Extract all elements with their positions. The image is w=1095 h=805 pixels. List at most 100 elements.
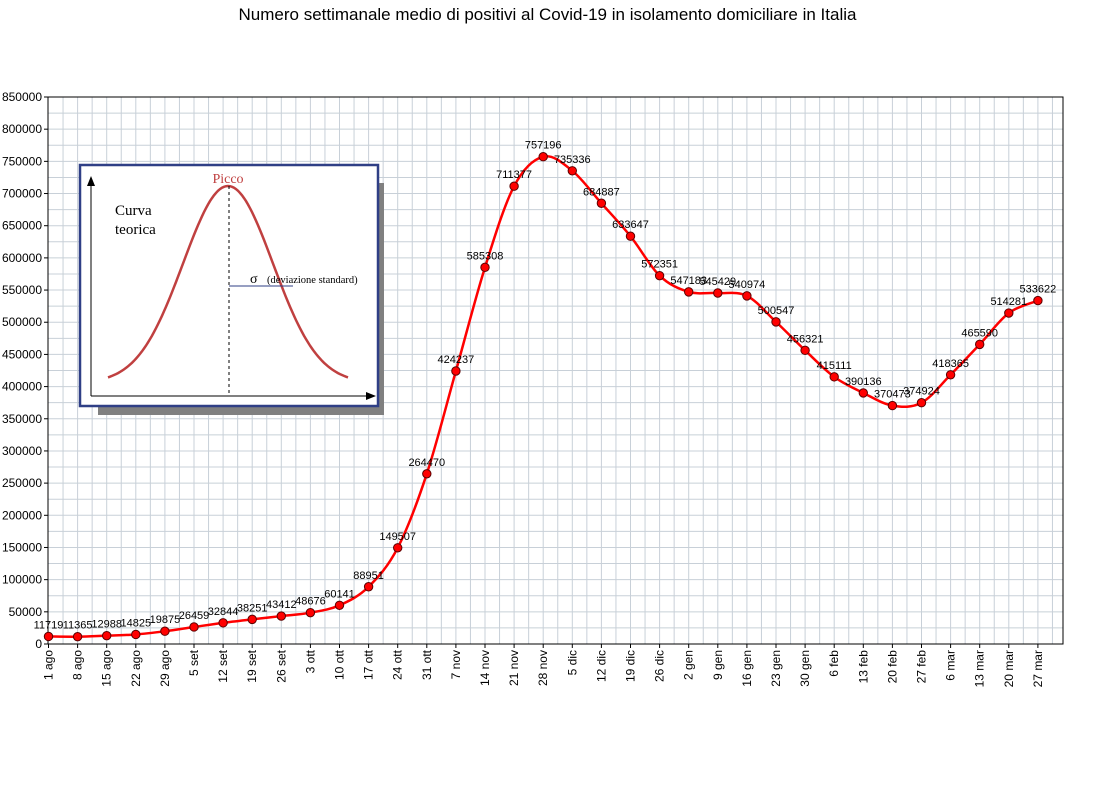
x-tick-label: 6 feb (827, 650, 841, 677)
data-point (916, 398, 927, 408)
data-point (480, 262, 490, 273)
x-tick-label: 3 ott (303, 649, 317, 673)
data-point (858, 388, 868, 398)
x-tick-label: 30 gen (798, 650, 812, 687)
y-tick-label: 0 (35, 637, 42, 651)
y-tick-label: 800000 (2, 122, 42, 136)
data-label: 456321 (787, 333, 824, 345)
data-label: 465590 (961, 327, 998, 339)
data-point (363, 582, 374, 592)
data-point (713, 288, 723, 298)
y-tick-label: 200000 (2, 508, 42, 522)
x-tick-label: 20 feb (885, 650, 899, 684)
x-tick-label: 31 ott (420, 649, 434, 680)
data-label: 684887 (583, 186, 620, 198)
y-tick-label: 250000 (2, 476, 42, 490)
y-tick-label: 50000 (9, 605, 43, 619)
x-tick-label: 17 ott (362, 649, 376, 680)
data-label: 418365 (932, 358, 969, 370)
inset-curve-label-line1: Curva (115, 203, 152, 219)
y-tick-label: 300000 (2, 444, 42, 458)
y-tick-label: 750000 (2, 154, 42, 168)
data-label: 424237 (438, 354, 475, 366)
x-tick-label: 15 ago (100, 650, 114, 687)
y-tick-label: 400000 (2, 380, 42, 394)
data-point (887, 400, 898, 411)
x-tick-label: 28 nov (536, 650, 550, 686)
data-point (72, 631, 83, 642)
inset-sigma-symbol: σ (250, 272, 258, 287)
y-tick-label: 850000 (2, 90, 42, 104)
data-point (945, 370, 956, 380)
x-tick-label: 21 nov (507, 650, 521, 686)
data-label: 500547 (758, 305, 795, 317)
inset-sigma-label: (deviazione standard) (267, 275, 358, 286)
y-tick-label: 650000 (2, 219, 42, 233)
x-tick-label: 22 ago (129, 650, 143, 687)
x-tick-label: 27 feb (915, 650, 929, 684)
data-point (771, 317, 781, 327)
y-tick-label: 500000 (2, 315, 42, 329)
data-point (276, 611, 286, 621)
x-tick-label: 13 feb (856, 650, 870, 684)
data-label: 757196 (525, 140, 562, 152)
axes (47, 96, 1064, 645)
x-tick-label: 1 ago (42, 650, 56, 680)
data-label: 38251 (237, 602, 268, 614)
data-label: 633647 (612, 219, 649, 231)
y-tick-label: 350000 (2, 412, 42, 426)
y-tick-label: 450000 (2, 347, 42, 361)
data-label: 514281 (990, 296, 1027, 308)
x-tick-label: 10 ott (333, 649, 347, 680)
data-label: 264470 (408, 457, 445, 469)
data-point (538, 152, 548, 162)
data-point (131, 629, 141, 640)
x-tick-label: 24 ott (391, 649, 405, 680)
chart-title: Numero settimanale medio di positivi al … (238, 5, 857, 24)
data-point (1033, 295, 1043, 306)
data-point (684, 287, 694, 297)
data-point (247, 614, 257, 625)
data-point (1004, 308, 1014, 318)
data-label: 390136 (845, 376, 882, 388)
data-point (422, 469, 432, 479)
x-tick-label: 23 gen (769, 650, 783, 687)
data-point (800, 345, 810, 356)
data-label: 19875 (150, 614, 181, 626)
data-label: 12988 (91, 619, 122, 631)
data-point (218, 618, 228, 628)
x-tick-label: 12 dic (594, 650, 608, 682)
data-label: 415111 (817, 360, 852, 372)
x-tick-label: 19 set (245, 649, 259, 682)
data-label: 711377 (496, 169, 532, 181)
x-tick-label: 14 nov (478, 650, 492, 686)
data-point (334, 600, 345, 610)
data-label: 540974 (729, 279, 766, 291)
data-point (829, 372, 839, 382)
data-label: 43412 (266, 599, 297, 611)
y-tick-label: 600000 (2, 251, 42, 265)
x-tick-label: 26 set (274, 649, 288, 682)
x-axis-ticks: 1 ago 8 ago 15 ago 22 ago 29 ago 5 set 12 set 1… (42, 644, 1045, 687)
y-tick-label: 700000 (2, 187, 42, 201)
x-tick-label: 16 gen (740, 650, 754, 687)
data-point (654, 270, 665, 281)
inset-peak-label: Picco (212, 172, 243, 187)
data-labels: 11719 11365129881482519875264593284438251… (34, 140, 1057, 632)
x-tick-label: 5 set (187, 649, 201, 676)
data-point (102, 630, 112, 641)
data-label: 374924 (903, 386, 940, 398)
data-point (509, 181, 519, 191)
x-tick-label: 9 gen (711, 650, 725, 680)
x-tick-label: 2 gen (682, 650, 696, 680)
data-label: 32844 (208, 606, 239, 618)
x-tick-label: 6 mar (944, 650, 958, 681)
inset-y-arrow (87, 176, 95, 186)
x-tick-label: 8 ago (71, 650, 85, 680)
x-tick-label: 20 mar (1002, 650, 1016, 687)
data-point (189, 622, 199, 632)
data-label: 370473 (874, 389, 911, 401)
data-point (43, 631, 54, 642)
x-tick-label: 5 dic (565, 650, 579, 675)
